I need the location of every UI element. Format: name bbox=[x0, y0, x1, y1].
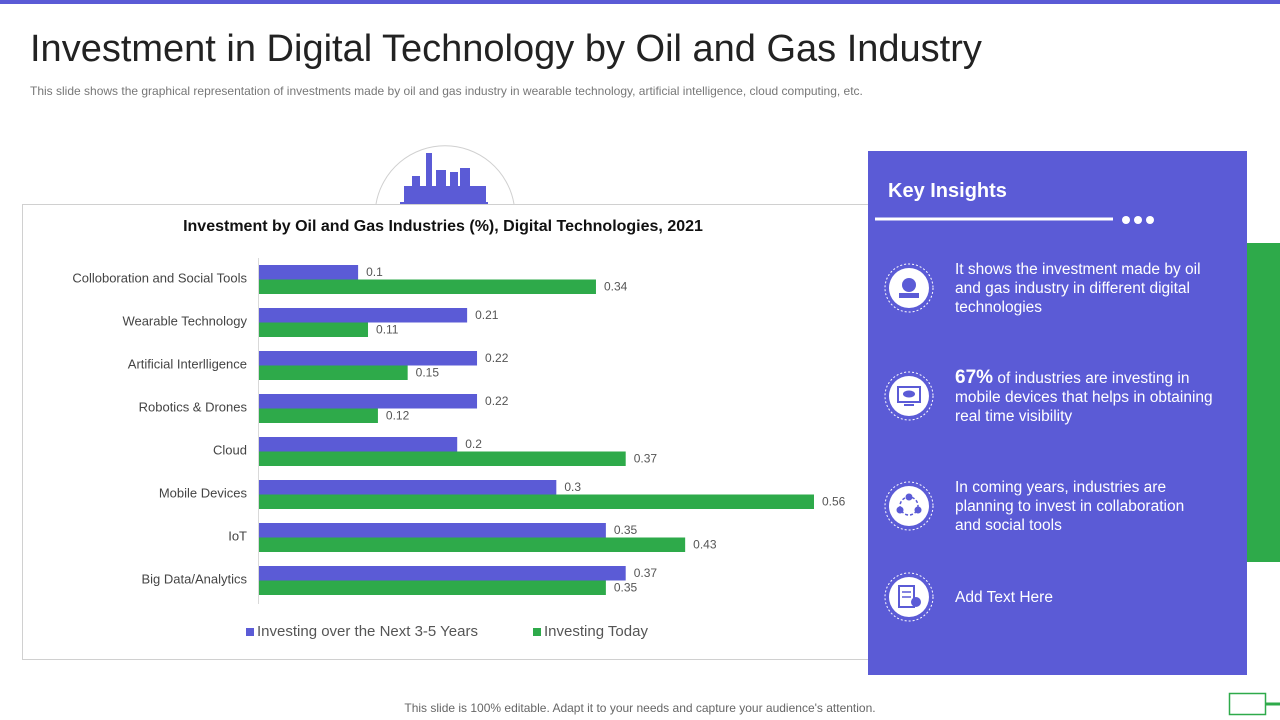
value-label: 0.35 bbox=[614, 523, 638, 537]
value-label: 0.1 bbox=[366, 265, 383, 279]
insight-icons bbox=[884, 263, 934, 622]
value-label: 0.22 bbox=[485, 351, 509, 365]
bar bbox=[259, 451, 626, 466]
bar bbox=[259, 480, 557, 495]
insight-text: 67% of industries are investing in mobil… bbox=[955, 368, 1230, 426]
insight-text: It shows the investment made by oil and … bbox=[955, 261, 1201, 316]
bar bbox=[259, 279, 596, 294]
category-label: Artificial Interlligence bbox=[128, 356, 247, 371]
value-label: 0.37 bbox=[634, 452, 658, 466]
category-label: Wearable Technology bbox=[122, 313, 247, 328]
insight-text: of industries are investing in mobile de… bbox=[955, 370, 1213, 425]
value-label: 0.12 bbox=[386, 409, 410, 423]
corner-box bbox=[1228, 692, 1267, 716]
value-label: 0.56 bbox=[822, 495, 846, 509]
bar bbox=[259, 351, 478, 366]
bar bbox=[259, 523, 606, 538]
bar bbox=[259, 308, 468, 323]
category-label: Mobile Devices bbox=[159, 485, 248, 500]
insight-text: In coming years, industries are planning… bbox=[955, 479, 1185, 534]
value-label: 0.11 bbox=[376, 323, 399, 337]
slide-subtitle: This slide shows the graphical represent… bbox=[30, 84, 863, 98]
insights-title: Key Insights bbox=[888, 180, 1007, 202]
bar bbox=[259, 322, 369, 337]
heading-dots bbox=[1122, 216, 1154, 224]
insight-text: Add Text Here bbox=[955, 589, 1053, 606]
legend-swatch bbox=[533, 628, 541, 636]
value-label: 0.2 bbox=[465, 437, 482, 451]
bar bbox=[259, 408, 378, 423]
side-accent bbox=[1247, 243, 1280, 562]
value-label: 0.34 bbox=[604, 280, 628, 294]
bar bbox=[259, 566, 626, 581]
value-label: 0.3 bbox=[564, 480, 581, 494]
category-label: Cloud bbox=[213, 442, 247, 457]
category-label: Big Data/Analytics bbox=[142, 571, 248, 586]
bar bbox=[259, 580, 606, 595]
bar bbox=[259, 494, 814, 509]
bar bbox=[259, 537, 686, 552]
bar-chart: Investment by Oil and Gas Industries (%)… bbox=[72, 218, 846, 640]
category-label: Robotics & Drones bbox=[139, 399, 248, 414]
bar bbox=[259, 394, 478, 409]
slide-title: Investment in Digital Technology by Oil … bbox=[30, 28, 982, 70]
category-label: IoT bbox=[228, 528, 247, 543]
value-label: 0.43 bbox=[693, 538, 717, 552]
legend-label: Investing over the Next 3-5 Years bbox=[257, 623, 478, 640]
bar bbox=[259, 365, 408, 380]
value-label: 0.22 bbox=[485, 394, 509, 408]
footer: This slide is 100% editable. Adapt it to… bbox=[404, 701, 876, 715]
legend-label: Investing Today bbox=[544, 623, 648, 640]
value-label: 0.15 bbox=[416, 366, 440, 380]
category-label: Colloboration and Social Tools bbox=[72, 270, 247, 285]
bar bbox=[259, 265, 359, 280]
bar bbox=[259, 437, 458, 452]
factory-icon bbox=[400, 153, 488, 204]
top-bar bbox=[0, 0, 1280, 4]
chart-title: Investment by Oil and Gas Industries (%)… bbox=[183, 218, 703, 235]
value-label: 0.35 bbox=[614, 581, 638, 595]
value-label: 0.37 bbox=[634, 566, 658, 580]
value-label: 0.21 bbox=[475, 308, 499, 322]
insight-highlight: 67% bbox=[955, 367, 994, 388]
legend-swatch bbox=[246, 628, 254, 636]
